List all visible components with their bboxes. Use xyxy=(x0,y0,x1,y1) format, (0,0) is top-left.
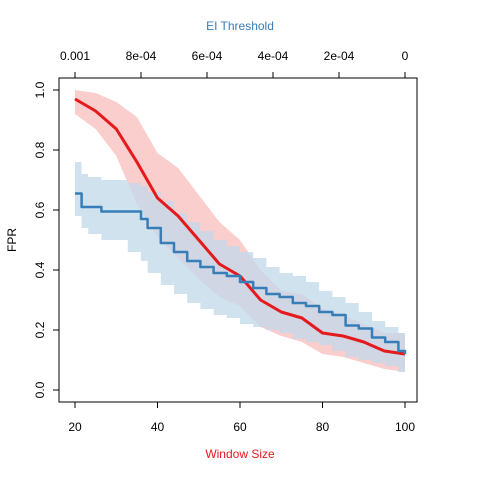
confidence-bands xyxy=(75,90,405,375)
top-tick-label: 2e-04 xyxy=(324,49,355,63)
bottom-axis: 20 40 60 80 100 xyxy=(68,401,415,434)
x-tick-label: 60 xyxy=(233,420,247,434)
left-axis: 0.0 0.2 0.4 0.6 0.8 1.0 xyxy=(33,81,60,398)
top-axis: 0.001 8e-04 6e-04 4e-04 2e-04 0 xyxy=(60,49,409,79)
top-tick-label: 6e-04 xyxy=(192,49,223,63)
band-blue xyxy=(75,162,405,375)
y-tick-label: 1.0 xyxy=(33,81,47,98)
x-tick-label: 100 xyxy=(395,420,415,434)
x-tick-label: 20 xyxy=(68,420,82,434)
x-tick-label: 40 xyxy=(151,420,165,434)
x-tick-label: 80 xyxy=(316,420,330,434)
top-axis-title: EI Threshold xyxy=(206,19,274,33)
top-tick-label: 0 xyxy=(402,49,409,63)
y-axis-title: FPR xyxy=(5,228,19,252)
top-tick-label: 4e-04 xyxy=(258,49,289,63)
top-tick-label: 8e-04 xyxy=(126,49,157,63)
y-tick-label: 0.8 xyxy=(33,141,47,158)
line-blue xyxy=(75,192,407,354)
y-tick-label: 0.6 xyxy=(33,201,47,218)
x-axis-title: Window Size xyxy=(205,447,275,461)
series-lines xyxy=(74,97,407,356)
y-tick-label: 0.2 xyxy=(33,321,47,338)
band-red xyxy=(75,90,405,372)
y-tick-label: 0.4 xyxy=(33,261,47,278)
y-tick-label: 0.0 xyxy=(33,381,47,398)
top-tick-label: 0.001 xyxy=(60,49,90,63)
